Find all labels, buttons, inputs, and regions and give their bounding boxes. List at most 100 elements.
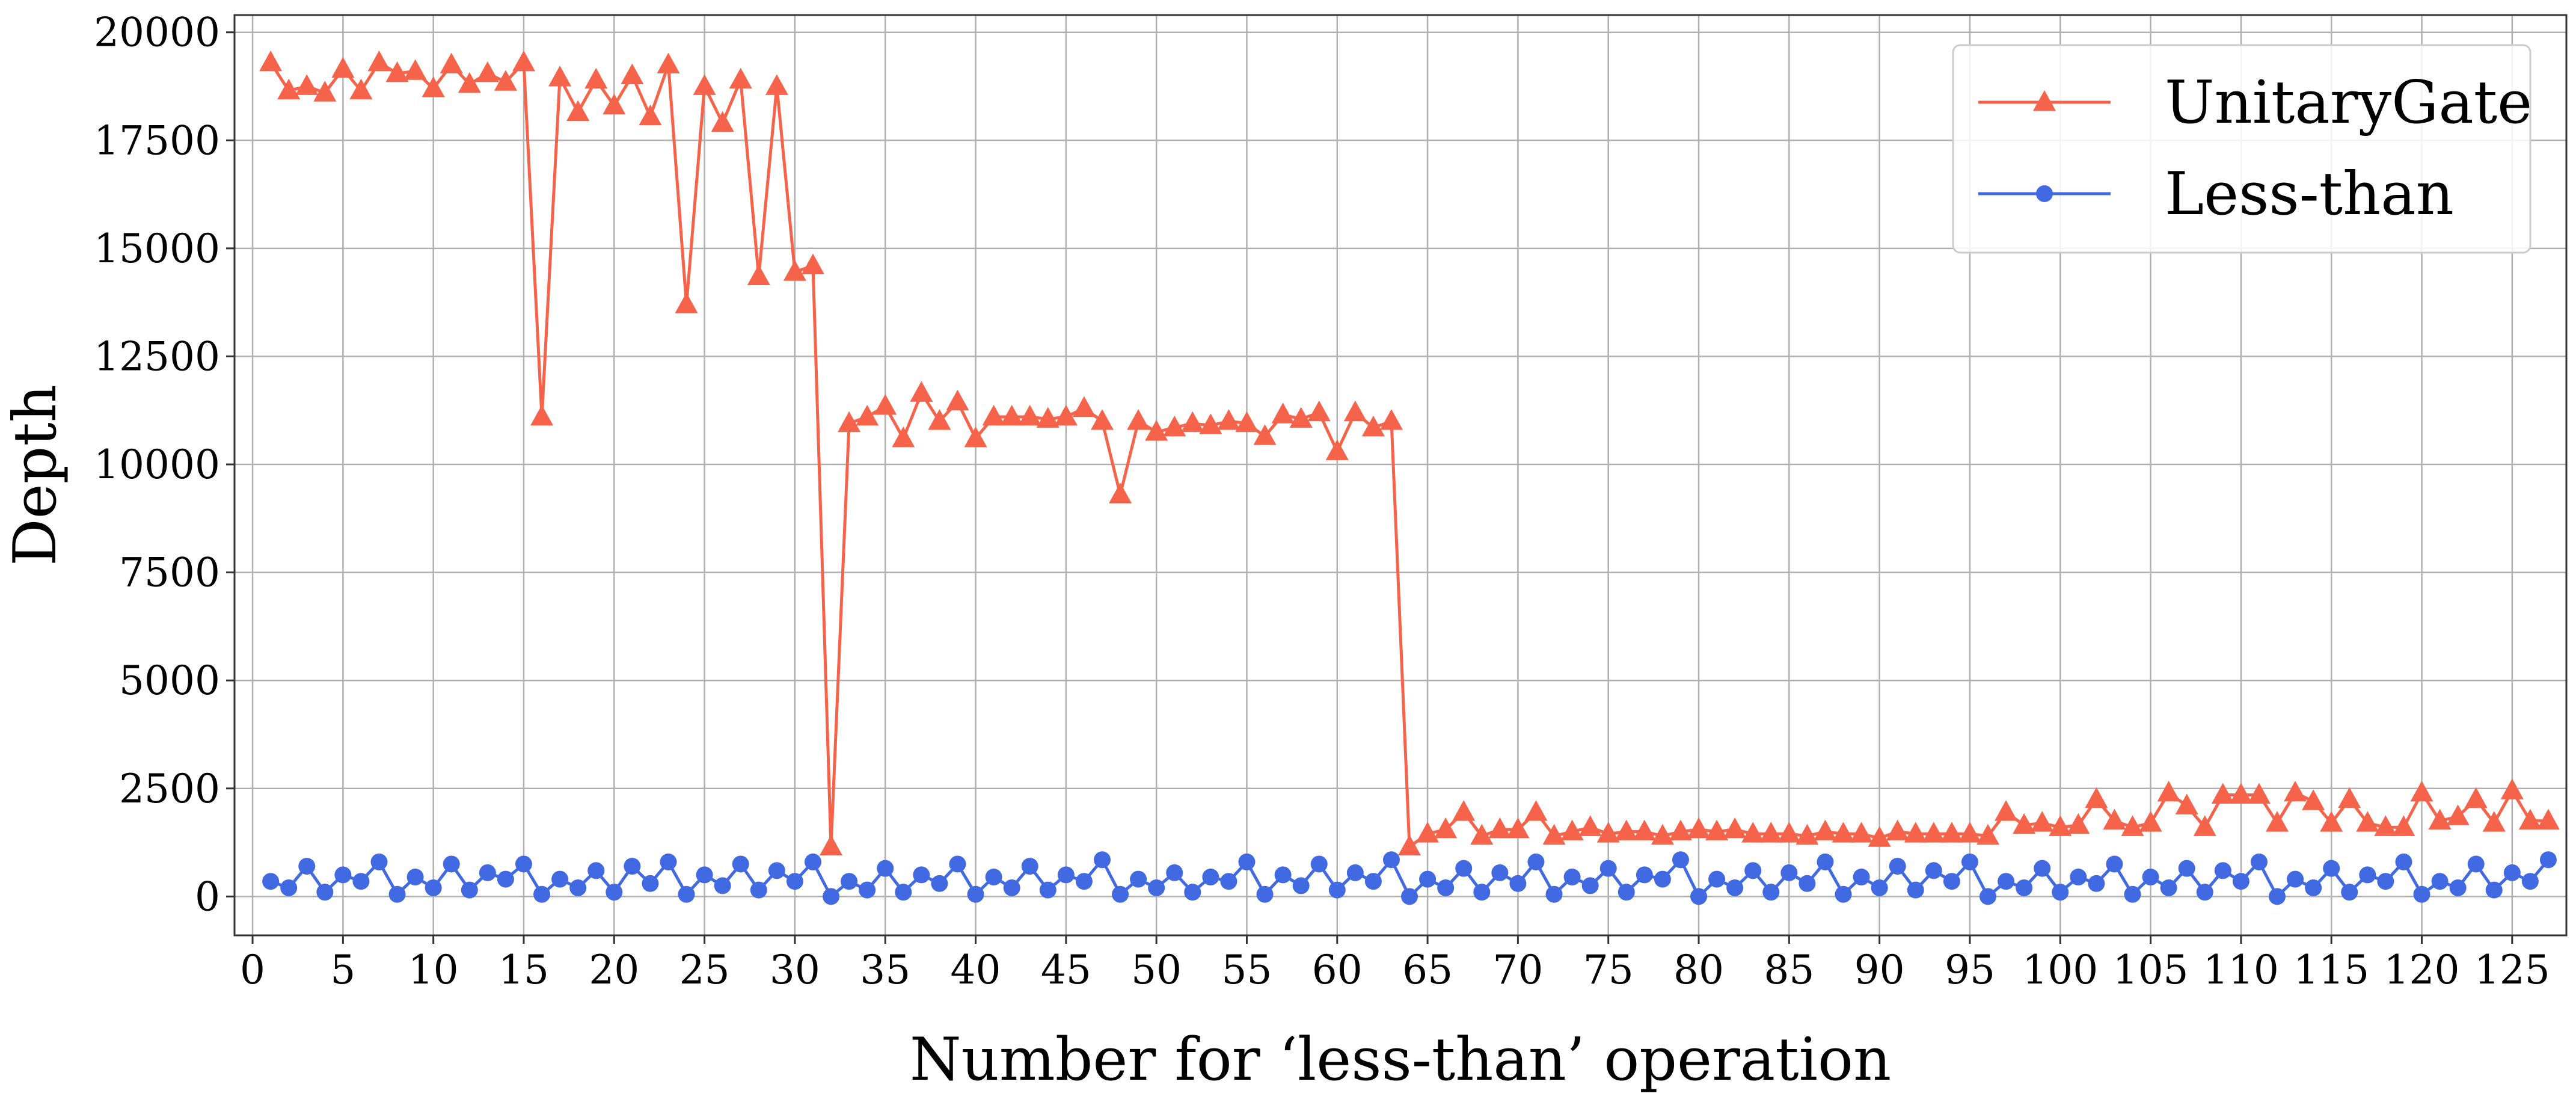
x-tick-label: 70 xyxy=(1492,947,1543,993)
data-point-circle xyxy=(949,855,966,873)
data-point-triangle xyxy=(2103,808,2126,830)
data-point-circle xyxy=(967,885,984,903)
data-point-circle xyxy=(1563,869,1581,886)
data-point-circle xyxy=(823,888,840,905)
data-point-triangle xyxy=(603,93,626,115)
data-point-triangle xyxy=(801,253,824,275)
data-point-circle xyxy=(1545,885,1563,903)
data-point-triangle xyxy=(1976,823,2000,845)
data-point-triangle xyxy=(2284,780,2307,802)
x-tick-label: 125 xyxy=(2474,947,2550,993)
data-point-circle xyxy=(2323,860,2340,877)
data-point-triangle xyxy=(1452,800,1476,821)
data-point-circle xyxy=(2287,870,2304,888)
data-point-circle xyxy=(1130,870,1147,888)
data-point-circle xyxy=(1618,884,1635,901)
legend-entry-unitarygate: UnitaryGate xyxy=(1978,69,2532,137)
data-point-triangle xyxy=(512,51,535,72)
data-point-circle xyxy=(2359,866,2376,884)
data-point-triangle xyxy=(1217,409,1240,430)
data-point-triangle xyxy=(838,411,861,432)
y-tick-label: 2500 xyxy=(119,766,220,812)
data-point-triangle xyxy=(259,51,283,72)
data-point-circle xyxy=(1346,864,1364,881)
data-point-triangle xyxy=(1669,819,1692,841)
data-point-triangle xyxy=(1325,439,1349,460)
data-point-circle xyxy=(1003,879,1020,896)
data-point-triangle xyxy=(2464,787,2488,808)
x-tick-label: 95 xyxy=(1945,947,1995,993)
x-tick-label: 35 xyxy=(860,947,910,993)
data-point-triangle xyxy=(711,111,734,132)
data-point-circle xyxy=(370,853,388,870)
x-tick-label: 40 xyxy=(951,947,1001,993)
data-point-circle xyxy=(1780,864,1798,881)
data-point-triangle xyxy=(349,78,373,100)
y-tick-label: 12500 xyxy=(94,333,220,380)
data-point-triangle xyxy=(458,72,481,93)
data-point-circle xyxy=(2196,884,2213,901)
x-tick-label: 105 xyxy=(2113,947,2189,993)
data-point-circle xyxy=(1799,875,1816,892)
data-point-triangle xyxy=(1868,826,1891,847)
data-point-circle xyxy=(1961,853,1978,870)
data-point-circle xyxy=(1256,885,1274,903)
data-point-circle xyxy=(2106,855,2123,873)
data-point-triangle xyxy=(566,100,590,122)
data-point-circle xyxy=(877,860,894,877)
data-point-triangle xyxy=(1072,396,1096,417)
data-point-triangle xyxy=(1109,482,1132,503)
data-point-triangle xyxy=(1343,400,1367,422)
data-point-circle xyxy=(696,866,713,884)
x-tick-label: 100 xyxy=(2022,947,2098,993)
data-point-circle xyxy=(425,879,442,896)
data-point-triangle xyxy=(2392,815,2415,836)
data-point-circle xyxy=(804,853,821,870)
data-point-circle xyxy=(1220,873,1237,890)
data-point-triangle xyxy=(1633,819,1656,841)
data-point-circle xyxy=(1871,879,1888,896)
plot-area-frame xyxy=(233,14,2568,937)
data-point-circle xyxy=(569,879,587,896)
legend-label-less-than: Less-than xyxy=(2165,160,2454,229)
data-point-circle xyxy=(280,879,298,896)
y-axis-ticks: 0 2500 5000 7500 10000 12500 15000 17500 20000 xyxy=(94,10,235,920)
data-point-circle xyxy=(1238,853,1256,870)
data-point-circle xyxy=(1455,860,1473,877)
data-point-circle xyxy=(642,875,659,892)
data-point-circle xyxy=(461,881,478,899)
x-tick-label: 25 xyxy=(679,947,730,993)
data-point-triangle xyxy=(2193,815,2216,836)
data-point-circle xyxy=(2160,879,2177,896)
data-point-triangle xyxy=(1145,420,1168,441)
data-point-triangle xyxy=(747,264,770,285)
data-point-triangle xyxy=(2247,783,2271,804)
data-point-circle xyxy=(1473,884,1491,901)
data-point-triangle xyxy=(1434,817,1458,839)
x-tick-label: 20 xyxy=(589,947,639,993)
x-tick-label: 60 xyxy=(1312,947,1363,993)
data-point-circle xyxy=(2395,853,2412,870)
data-point-circle xyxy=(624,858,641,875)
data-point-circle xyxy=(2377,873,2394,890)
data-point-triangle xyxy=(2049,815,2072,836)
data-point-circle xyxy=(1853,869,1870,886)
data-point-circle xyxy=(2052,884,2069,901)
data-point-triangle xyxy=(403,59,427,80)
data-point-circle xyxy=(2034,860,2051,877)
data-point-circle xyxy=(1039,881,1056,899)
y-tick-label: 20000 xyxy=(94,10,220,56)
data-point-circle xyxy=(732,855,749,873)
data-point-triangle xyxy=(422,76,445,97)
data-point-triangle xyxy=(1741,822,1765,843)
data-point-circle xyxy=(1889,858,1906,875)
data-point-triangle xyxy=(1958,822,1981,843)
data-point-triangle xyxy=(2356,811,2379,832)
data-point-triangle xyxy=(1560,819,1584,841)
x-tick-label: 30 xyxy=(770,947,820,993)
x-tick-label: 50 xyxy=(1131,947,1182,993)
data-point-circle xyxy=(352,873,370,890)
data-point-triangle xyxy=(729,67,752,89)
data-point-triangle xyxy=(2338,787,2361,808)
